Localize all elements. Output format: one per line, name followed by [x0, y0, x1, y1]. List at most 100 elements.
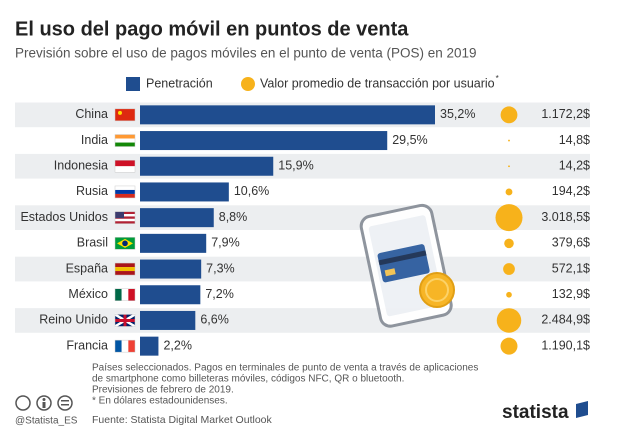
category-label: Francia: [66, 338, 108, 352]
bar: [140, 233, 207, 253]
bar: [140, 285, 201, 305]
flag-part: [115, 142, 135, 147]
flag: [114, 211, 136, 224]
flag-part: [115, 211, 135, 215]
value-label: 8,8%: [219, 210, 248, 224]
flag: [114, 313, 136, 328]
note: Países seleccionados. Pagos en terminale…: [92, 363, 478, 374]
bubble: [508, 165, 510, 168]
flag-border: [114, 237, 136, 250]
value-label: 7,2%: [205, 287, 234, 301]
bubble-label: 14,2$: [559, 159, 590, 173]
bubble: [496, 308, 522, 333]
phone-illustration: [359, 203, 455, 328]
bubble: [500, 337, 518, 355]
flag: [114, 160, 136, 173]
flag-part: [122, 240, 128, 247]
legend-label: Valor promedio de transacción por usuari…: [260, 76, 495, 90]
flag-part: [115, 214, 135, 217]
category-label: Indonesia: [54, 159, 108, 173]
license-icons: [15, 395, 73, 411]
bubble: [505, 188, 513, 196]
row-band: [15, 256, 590, 282]
flag-part: [115, 314, 135, 327]
bar: [140, 336, 159, 356]
bubble-label: 132,9$: [552, 287, 590, 301]
legend-label: Penetración: [146, 76, 213, 90]
chart-title: El uso del pago móvil en puntos de venta: [15, 18, 409, 40]
chart-subtitle: Previsión sobre el uso de pagos móviles …: [15, 46, 477, 61]
bubble-label: 1.190,1$: [541, 338, 590, 352]
flag: [114, 288, 136, 301]
flag-part: [115, 193, 135, 198]
handle: @Statista_ES: [15, 416, 78, 427]
flag-part: [115, 216, 135, 219]
flag: [114, 108, 136, 122]
flag-border: [114, 339, 136, 353]
flag-part: [115, 166, 135, 173]
bar: [140, 310, 196, 330]
value-label: 7,3%: [206, 261, 235, 275]
value-label: 35,2%: [440, 107, 475, 121]
bar: [140, 182, 229, 202]
flag-part: [115, 267, 135, 272]
legend-swatch: [241, 77, 255, 91]
flag-part: [115, 134, 135, 139]
flag: [114, 339, 136, 353]
flag-border: [114, 288, 136, 301]
flag-part: [115, 211, 124, 219]
bubble: [506, 291, 512, 298]
row-band: [15, 205, 590, 230]
legend-note: *: [496, 74, 499, 83]
flag: [114, 237, 136, 250]
bubble: [495, 204, 523, 232]
flag-part: [115, 108, 135, 121]
flag-part: [115, 185, 135, 190]
value-label: 6,6%: [200, 313, 229, 327]
row-backgrounds: China India Indonesia Rusia Estados Unidos Br…: [15, 102, 590, 353]
note: Previsiones de febrero de 2019.: [92, 385, 234, 396]
bar: [140, 156, 274, 176]
source: Fuente: Statista Digital Market Outlook: [92, 414, 272, 426]
flag-part: [115, 218, 135, 222]
category-label: China: [75, 107, 108, 121]
bar: [140, 131, 388, 151]
note: * En dólares estadounidenses.: [92, 396, 228, 407]
bubble: [500, 106, 518, 124]
bubble: [504, 238, 514, 249]
category-label: Rusia: [76, 184, 108, 198]
flag: [114, 134, 136, 147]
bar: [140, 105, 435, 125]
flag-part: [121, 340, 129, 353]
bar: [140, 259, 202, 279]
logo-mark: [576, 401, 588, 418]
flag-part: [115, 221, 135, 224]
flag-part: [121, 288, 129, 301]
bubble: [503, 263, 515, 275]
flag-border: [114, 262, 136, 276]
flag-border: [114, 185, 136, 199]
bubble-label: 194,2$: [552, 184, 590, 198]
bubble-label: 3.018,5$: [541, 210, 590, 224]
category-label: España: [66, 261, 108, 275]
value-label: 15,9%: [278, 159, 313, 173]
logo: statista: [502, 402, 569, 423]
value-label: 7,9%: [211, 236, 240, 250]
legend-swatch: [126, 77, 140, 91]
flag-part: [115, 263, 135, 268]
flag-part: [115, 160, 135, 167]
bubble-label: 14,8$: [559, 133, 590, 147]
flag-part: [115, 288, 122, 301]
value-label: 2,2%: [163, 338, 192, 352]
value-label: 29,5%: [392, 133, 427, 147]
category-label: Brasil: [77, 236, 108, 250]
flag-part: [115, 189, 135, 194]
flag-part: [128, 340, 135, 353]
bar: [140, 208, 214, 228]
flag-border: [114, 108, 136, 122]
flag-part: [115, 271, 135, 276]
category-label: Estados Unidos: [20, 210, 108, 224]
value-label: 10,6%: [234, 184, 269, 198]
flag-border: [114, 160, 136, 173]
